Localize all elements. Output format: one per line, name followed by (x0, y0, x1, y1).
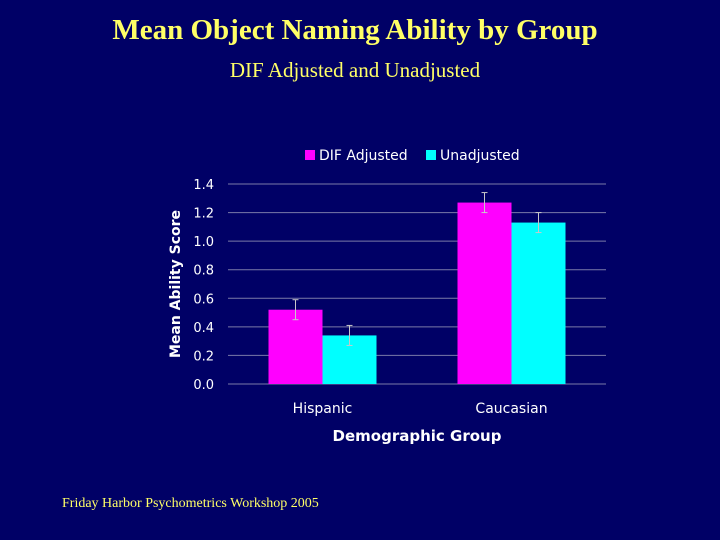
slide-title: Mean Object Naming Ability by Group (112, 14, 598, 46)
bar (511, 222, 566, 384)
y-tick-label: 0.6 (193, 292, 214, 307)
y-tick-label: 0.2 (193, 349, 214, 364)
y-tick-label: 1.0 (193, 235, 214, 250)
legend-swatch-unadj (426, 150, 436, 160)
y-tick-label: 0.4 (193, 321, 214, 336)
x-axis-ticks: Hispanic Caucasian (293, 401, 548, 417)
legend-label-unadj: Unadjusted (440, 148, 520, 164)
legend: DIF Adjusted Unadjusted (305, 148, 520, 164)
bar (457, 202, 512, 384)
x-tick-label: Caucasian (475, 401, 547, 417)
slide-subtitle: DIF Adjusted and Unadjusted (229, 58, 481, 82)
y-axis-ticks: 0.0 0.2 0.4 0.6 0.8 1.0 1.2 1.4 (193, 178, 214, 393)
x-tick-label: Hispanic (293, 401, 353, 417)
legend-swatch-dif (305, 150, 315, 160)
error-bars (292, 192, 542, 346)
y-tick-label: 0.0 (193, 378, 214, 393)
y-tick-label: 0.8 (193, 264, 214, 279)
bars (268, 202, 566, 384)
footer-text: Friday Harbor Psychometrics Workshop 200… (62, 496, 319, 511)
legend-label-dif: DIF Adjusted (319, 148, 408, 164)
y-axis-label: Mean Ability Score (168, 210, 184, 358)
x-axis-label: Demographic Group (333, 427, 502, 445)
bar (268, 309, 323, 384)
y-tick-label: 1.2 (193, 207, 214, 222)
y-tick-label: 1.4 (193, 178, 214, 193)
